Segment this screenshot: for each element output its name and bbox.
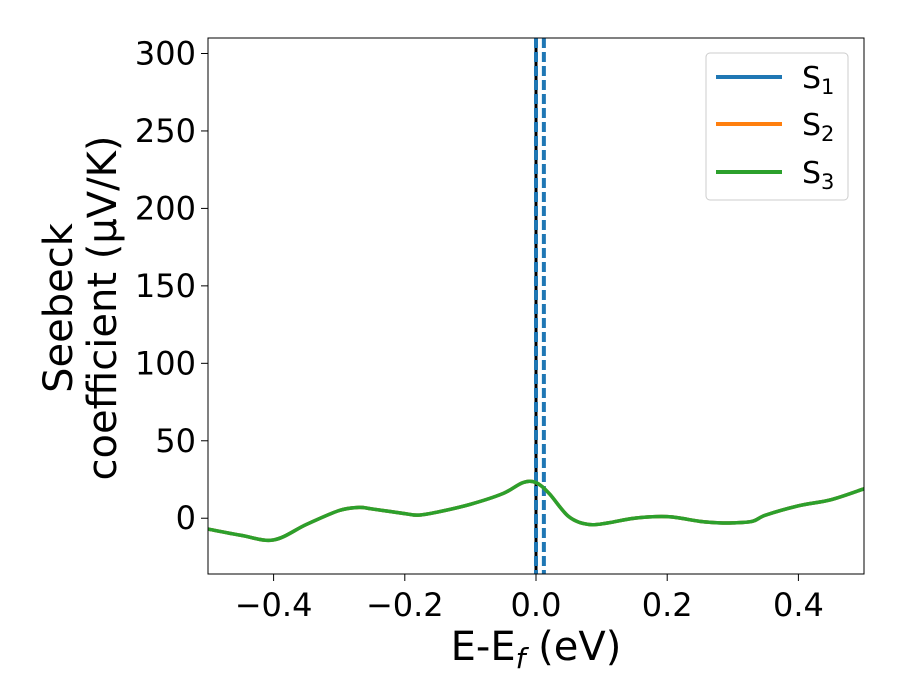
- x-tick-label: −0.4: [235, 586, 313, 624]
- x-tick-label: 0.0: [511, 586, 562, 624]
- legend-label-s2: S2: [802, 108, 834, 146]
- legend-box: [705, 52, 849, 201]
- y-tick-label: 0: [176, 499, 196, 537]
- x-tick-label: 0.4: [773, 586, 824, 624]
- x-tick-label: 0.2: [642, 586, 693, 624]
- legend-entry-s3: S3: [716, 156, 834, 194]
- legend-entry-s2: S2: [716, 108, 834, 146]
- y-axis-title-line2: coefficient (μV/K): [80, 136, 126, 481]
- y-tick-label: 250: [135, 112, 196, 150]
- x-tick-label: −0.2: [366, 586, 444, 624]
- x-axis-title: E-Ef (eV): [451, 624, 622, 675]
- y-axis: 0 50 100 150 200 250 300: [135, 34, 208, 537]
- legend-label-s3: S3: [802, 156, 834, 194]
- y-tick-label: 150: [135, 267, 196, 305]
- legend-label-s1: S1: [802, 61, 834, 99]
- y-tick-label: 200: [135, 189, 196, 227]
- vertical-lines: [534, 38, 546, 574]
- y-axis-title: Seebeck coefficient (μV/K): [36, 136, 126, 481]
- y-tick-label: 300: [135, 34, 196, 72]
- legend-entry-s1: S1: [716, 61, 834, 99]
- y-tick-label: 100: [135, 344, 196, 382]
- y-tick-label: 50: [155, 422, 196, 460]
- y-axis-title-line1: Seebeck: [36, 222, 82, 393]
- series-line-s3: [207, 479, 865, 543]
- x-axis: −0.4 −0.2 0.0 0.2 0.4: [235, 574, 824, 624]
- legend: S1 S2 S3: [705, 52, 849, 201]
- series-lines: [207, 479, 865, 543]
